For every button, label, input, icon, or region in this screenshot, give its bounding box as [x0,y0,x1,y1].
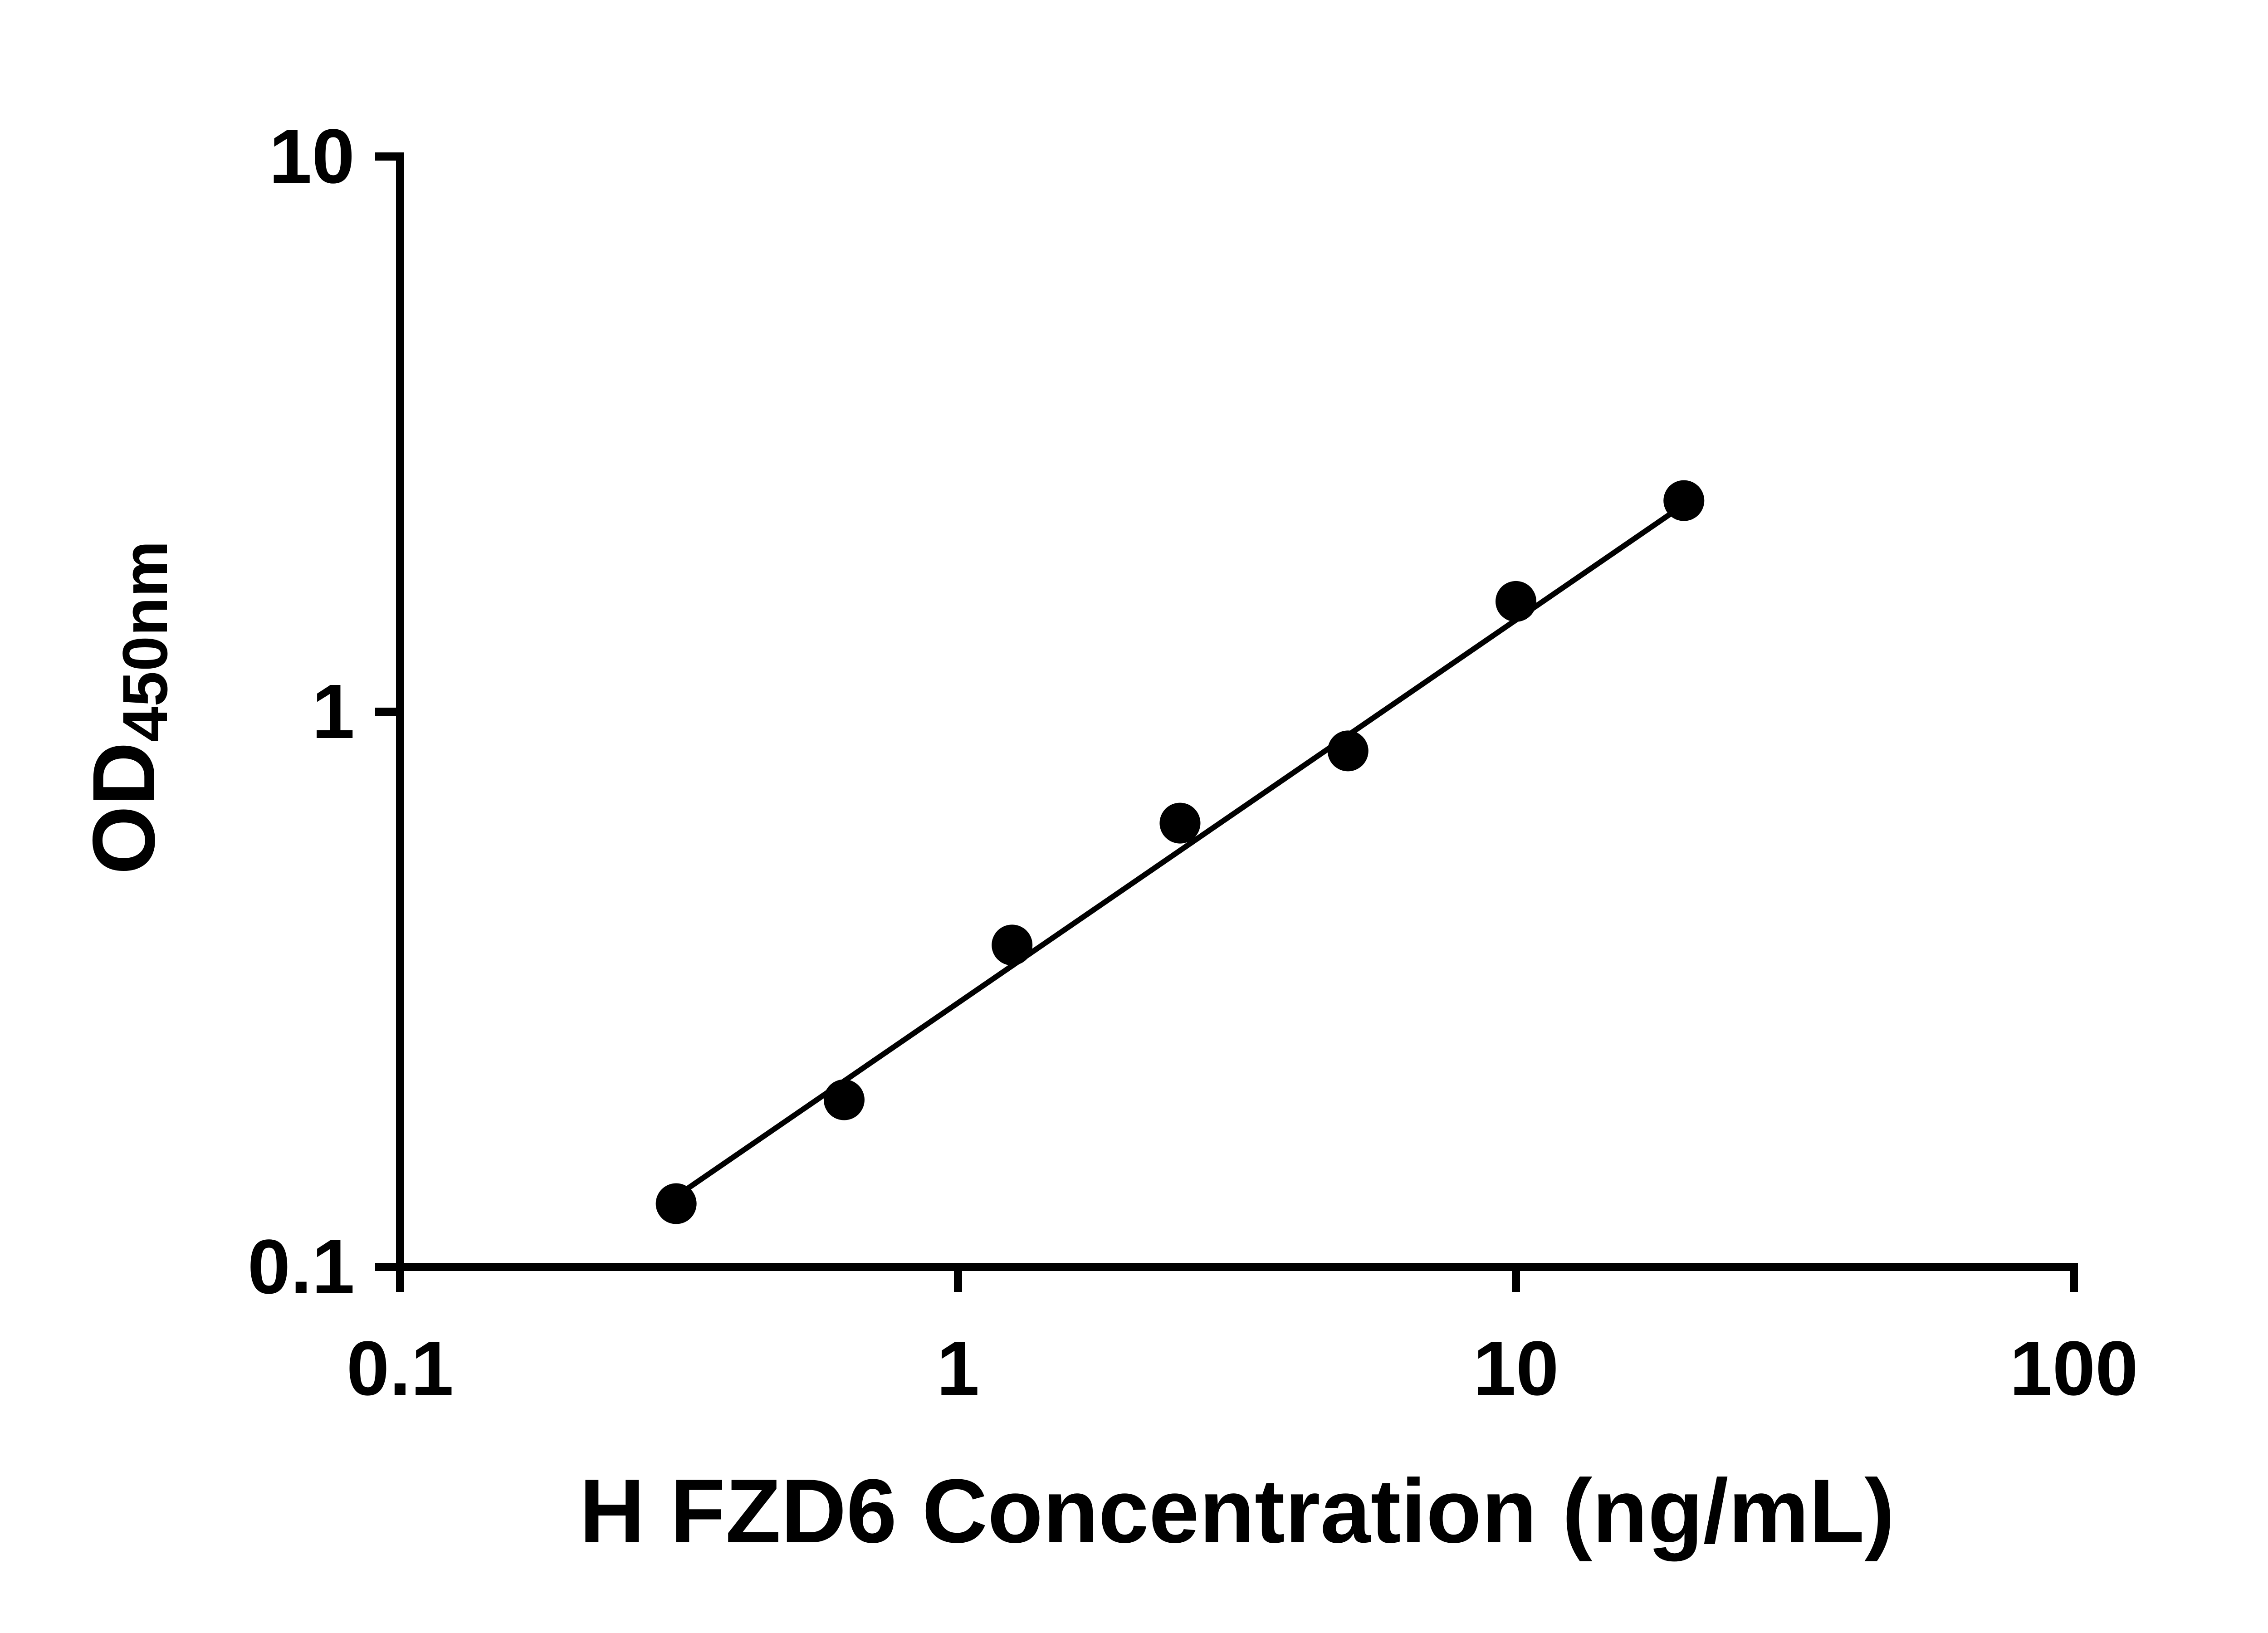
x-axis-title: H FZD6 Concentration (ng/mL) [579,1461,1895,1562]
y-tick-label-0.1: 0.1 [248,1224,355,1310]
data-point [1159,802,1201,844]
data-point [1663,480,1705,521]
x-tick-label-10: 10 [1473,1325,1559,1412]
y-axis-title-main: OD [74,742,173,875]
y-axis-title-subscript: 450nm [109,541,181,742]
x-tick-label-0.1: 0.1 [347,1325,454,1412]
data-point [655,1183,697,1224]
x-tick-label-100: 100 [2009,1325,2138,1412]
data-point [992,924,1033,966]
data-point [1327,730,1369,772]
y-tick-label-1: 1 [312,669,355,755]
y-tick-label-10: 10 [269,113,355,200]
x-tick-label-1: 1 [937,1325,980,1412]
data-point [823,1079,865,1120]
y-axis-title: OD450nm [74,541,181,875]
plot-area: 0.1 1 10 100 0.1 1 10 [248,113,2138,1412]
data-point [1496,581,1536,622]
